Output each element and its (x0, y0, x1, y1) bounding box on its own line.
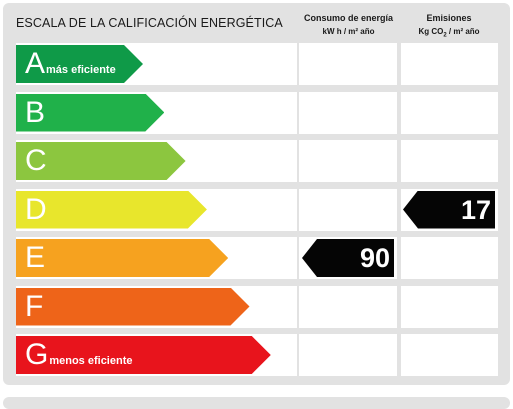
rating-row-b: B (16, 91, 498, 134)
rating-letter: C (25, 144, 47, 177)
rating-row-e: E 90 (16, 237, 498, 279)
rating-row-f: F (16, 285, 498, 328)
rating-letter: F (25, 289, 44, 323)
rating-letter: G (25, 338, 49, 371)
emissions-cell (401, 91, 498, 134)
energy-cell (299, 285, 397, 328)
rating-letter: D (25, 192, 47, 226)
energy-cell (299, 91, 397, 134)
emissions-cell (401, 140, 498, 182)
emissions-value-indicator: 17 (403, 190, 495, 229)
rating-row-d: D 17 (16, 188, 498, 231)
rating-label-cell: D (16, 188, 297, 231)
bottom-panel-edge (3, 397, 510, 409)
energy-value-indicator: 90 (302, 239, 394, 277)
emissions-cell: 17 (401, 188, 498, 231)
emissions-column-header: Emisiones Kg CO2 / m² año (399, 11, 499, 43)
rating-note: menos eficiente (49, 355, 133, 367)
rating-arrow-d: D (16, 191, 207, 229)
emissions-cell (401, 43, 498, 85)
rating-label-cell: F (16, 285, 297, 328)
energy-column-unit: kW h / m² año (322, 27, 375, 36)
rating-arrow-c: C (16, 142, 186, 180)
rating-letter: B (25, 95, 46, 129)
energy-cell (299, 43, 397, 85)
rating-letter: A (25, 47, 46, 80)
emissions-column-title: Emisiones (426, 13, 472, 23)
energy-cell (299, 334, 397, 376)
energy-cell: 90 (299, 237, 397, 279)
energy-column-title: Consumo de energía (303, 13, 393, 23)
rating-label-cell: E (16, 237, 297, 279)
rating-label-cell: C (16, 140, 297, 182)
emissions-cell (401, 237, 498, 279)
rating-arrow-f: F (16, 288, 250, 326)
emissions-cell (401, 285, 498, 328)
rating-label-cell: B (16, 91, 297, 134)
energy-column-header: Consumo de energía kW h / m² año (298, 11, 399, 39)
rating-letter: E (25, 241, 46, 274)
rating-note: más eficiente (46, 64, 116, 76)
emissions-cell (401, 334, 498, 376)
emissions-column-unit: Kg CO2 / m² año (418, 27, 480, 39)
energy-cell (299, 140, 397, 182)
rating-arrow-b: B (16, 94, 164, 132)
scale-title: ESCALA DE LA CALIFICACIÓN ENERGÉTICA (16, 16, 283, 30)
energy-cell (299, 188, 397, 231)
rating-row-c: C (16, 140, 498, 182)
rating-arrow-e: E (16, 239, 228, 277)
